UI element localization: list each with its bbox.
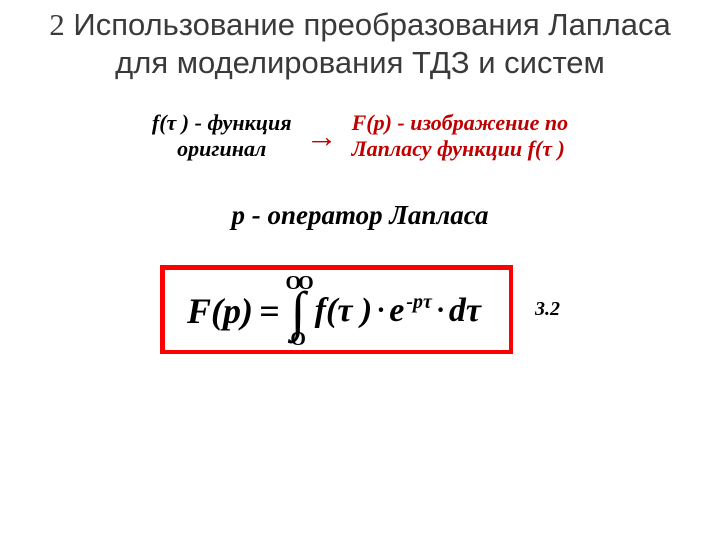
formula-row: F(p) = OO ∫ O f(τ ) · e -pτ · dτ 3.2 bbox=[0, 265, 720, 353]
definition-image-line1: F(p) - изображение по bbox=[352, 110, 569, 136]
definition-image-line2: Лапласу функции f(τ ) bbox=[352, 136, 569, 162]
title-number: 2 bbox=[49, 7, 65, 42]
formula-dot1: · bbox=[377, 295, 384, 327]
formula-exp: e -pτ bbox=[389, 292, 432, 330]
formula-eq: = bbox=[259, 290, 280, 332]
formula-dtau: dτ bbox=[449, 292, 481, 330]
formula-ftau: f(τ ) bbox=[315, 292, 373, 330]
slide-title: 2 Использование преобразования Лапласа д… bbox=[0, 0, 720, 82]
arrow-icon: → bbox=[306, 120, 338, 152]
formula-e-base: e bbox=[389, 292, 404, 330]
laplace-formula: F(p) = OO ∫ O f(τ ) · e -pτ · dτ bbox=[187, 274, 481, 347]
definition-image: F(p) - изображение по Лапласу функции f(… bbox=[352, 110, 569, 163]
operator-text: p - оператор Лапласа bbox=[0, 200, 720, 231]
equation-number: 3.2 bbox=[535, 298, 560, 321]
definition-original: f(τ ) - функция оригинал bbox=[152, 110, 292, 163]
formula-fp: F(p) bbox=[187, 290, 253, 332]
formula-box: F(p) = OO ∫ O f(τ ) · e -pτ · dτ bbox=[160, 265, 513, 353]
formula-dot2: · bbox=[437, 295, 444, 327]
integral-symbol: OO ∫ O bbox=[286, 274, 311, 347]
integral-lower: O bbox=[290, 330, 306, 348]
title-text: Использование преобразования Лапласа для… bbox=[73, 7, 670, 80]
definitions-row: f(τ ) - функция оригинал → F(p) - изобра… bbox=[0, 110, 720, 163]
definition-original-line2: оригинал bbox=[152, 136, 292, 162]
definition-original-line1: f(τ ) - функция bbox=[152, 110, 292, 136]
formula-e-sup: -pτ bbox=[406, 291, 432, 314]
